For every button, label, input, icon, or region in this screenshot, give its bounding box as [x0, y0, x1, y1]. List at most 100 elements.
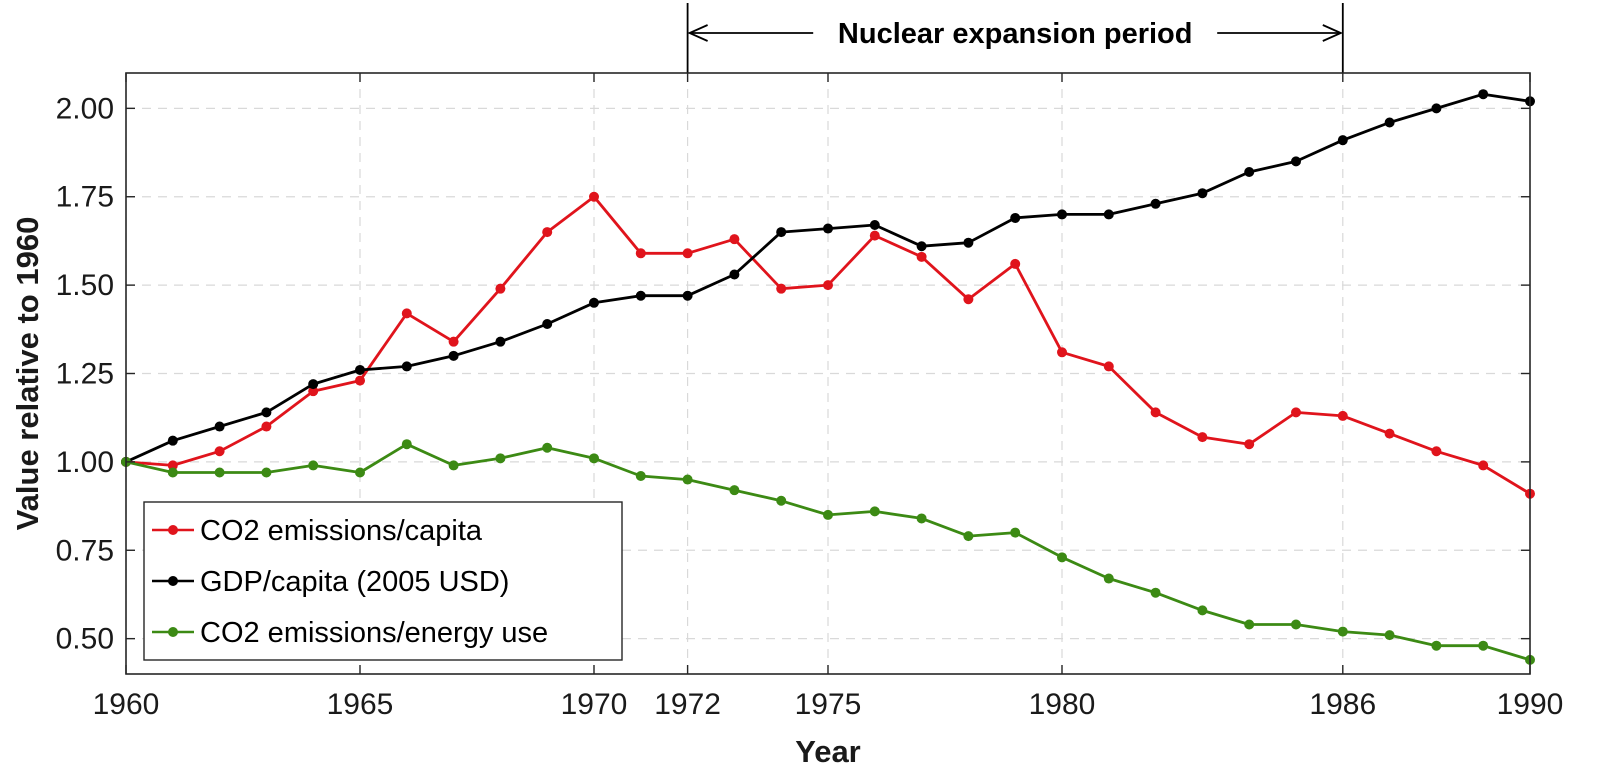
data-point-co2-emissions-capita-1971 — [635, 248, 646, 259]
legend-swatch-marker — [168, 627, 178, 637]
legend-box — [143, 501, 623, 661]
series-layer — [121, 89, 1535, 665]
annotation-nuclear-period: Nuclear expansion period — [686, 3, 1344, 73]
grid — [125, 73, 1531, 674]
x-tick-label-1972: 1972 — [654, 688, 721, 721]
data-point-co2-emissions-energy-use-1966 — [401, 439, 412, 450]
data-point-co2-emissions-capita-1984 — [1244, 439, 1255, 450]
data-point-co2-emissions-capita-1974 — [776, 283, 787, 294]
data-point-co2-emissions-energy-use-1976 — [869, 506, 880, 517]
data-point-co2-emissions-energy-use-1970 — [589, 453, 599, 464]
data-point-gdp-capita-2005-usd-1972 — [682, 290, 693, 301]
data-point-co2-emissions-energy-use-1969 — [542, 442, 553, 453]
legend-label-co2-energy: CO2 emissions/energy use — [200, 617, 548, 649]
y-tick-label-1-50: 1.50 — [56, 269, 114, 302]
data-point-gdp-capita-2005-usd-1961 — [167, 435, 178, 446]
data-point-gdp-capita-2005-usd-1978 — [963, 237, 974, 248]
data-point-co2-emissions-capita-1973 — [729, 234, 740, 245]
y-tick-label-1-00: 1.00 — [56, 446, 114, 479]
data-point-co2-emissions-energy-use-1962 — [214, 467, 225, 478]
data-point-gdp-capita-2005-usd-1964 — [308, 379, 319, 390]
legend-swatch-marker — [168, 525, 178, 535]
data-point-gdp-capita-2005-usd-1962 — [214, 421, 225, 432]
data-point-gdp-capita-2005-usd-1966 — [401, 361, 412, 372]
data-point-co2-emissions-capita-1966 — [401, 308, 412, 319]
data-point-gdp-capita-2005-usd-1987 — [1384, 117, 1395, 128]
data-point-co2-emissions-energy-use-1989 — [1478, 640, 1489, 651]
data-point-gdp-capita-2005-usd-1981 — [1103, 209, 1114, 220]
y-axis-title: Value relative to 1960 — [10, 217, 45, 531]
data-point-co2-emissions-capita-1977 — [916, 251, 927, 262]
data-point-co2-emissions-capita-1980 — [1057, 347, 1067, 358]
data-point-co2-emissions-energy-use-1983 — [1197, 605, 1208, 616]
data-point-co2-emissions-capita-1988 — [1431, 446, 1442, 457]
data-point-co2-emissions-energy-use-1980 — [1057, 552, 1067, 563]
data-point-co2-emissions-energy-use-1973 — [729, 485, 740, 496]
legend-label-gdp-capita: GDP/capita (2005 USD) — [200, 566, 509, 598]
data-point-co2-emissions-capita-1979 — [1010, 258, 1021, 269]
data-point-co2-emissions-energy-use-1964 — [308, 460, 319, 471]
data-point-gdp-capita-2005-usd-1973 — [729, 269, 740, 280]
x-tick-label-1980: 1980 — [1029, 688, 1096, 721]
data-point-co2-emissions-energy-use-1979 — [1010, 527, 1021, 538]
x-tick-label-1986: 1986 — [1309, 688, 1376, 721]
annotation-label: Nuclear expansion period — [838, 18, 1193, 50]
data-point-co2-emissions-energy-use-1963 — [261, 467, 272, 478]
data-point-co2-emissions-capita-1975 — [823, 280, 833, 291]
data-point-co2-emissions-capita-1961 — [167, 460, 178, 471]
x-tick-label-1990: 1990 — [1497, 688, 1564, 721]
annotation-arrowhead-left — [687, 24, 708, 42]
legend-item-co2-energy: CO2 emissions/energy use — [152, 617, 548, 649]
data-point-co2-emissions-capita-1989 — [1478, 460, 1489, 471]
data-point-co2-emissions-capita-1972 — [682, 248, 693, 259]
x-axis-title: Year — [795, 734, 861, 769]
data-point-gdp-capita-2005-usd-1963 — [261, 407, 272, 418]
x-tick-label-1975: 1975 — [795, 688, 862, 721]
data-point-gdp-capita-2005-usd-1974 — [776, 227, 787, 238]
data-point-gdp-capita-2005-usd-1975 — [823, 223, 833, 234]
y-tick-label-0-50: 0.50 — [56, 623, 114, 656]
data-point-gdp-capita-2005-usd-1967 — [448, 350, 459, 361]
data-point-co2-emissions-energy-use-1967 — [448, 460, 459, 471]
data-point-co2-emissions-capita-1970 — [589, 191, 599, 202]
data-point-gdp-capita-2005-usd-1969 — [542, 319, 553, 330]
data-point-co2-emissions-energy-use-1978 — [963, 531, 974, 542]
data-point-co2-emissions-capita-1969 — [542, 227, 553, 238]
data-point-gdp-capita-2005-usd-1988 — [1431, 103, 1442, 114]
data-point-co2-emissions-capita-1963 — [261, 421, 272, 432]
x-tick-label-1965: 1965 — [327, 688, 394, 721]
y-tick-label-1-75: 1.75 — [56, 181, 114, 214]
data-point-gdp-capita-2005-usd-1976 — [869, 220, 880, 231]
data-point-gdp-capita-2005-usd-1970 — [589, 297, 599, 308]
data-point-co2-emissions-capita-1981 — [1103, 361, 1114, 372]
y-tick-label-0-75: 0.75 — [56, 534, 114, 567]
data-point-co2-emissions-energy-use-1972 — [682, 474, 693, 485]
data-point-co2-emissions-energy-use-1975 — [823, 509, 833, 520]
data-point-gdp-capita-2005-usd-1989 — [1478, 89, 1489, 100]
data-point-co2-emissions-energy-use-1987 — [1384, 630, 1395, 641]
data-point-co2-emissions-energy-use-1984 — [1244, 619, 1255, 630]
legend: CO2 emissions/capita GDP/capita (2005 US… — [143, 501, 623, 661]
legend-swatch-marker — [168, 576, 178, 586]
data-point-gdp-capita-2005-usd-1983 — [1197, 188, 1208, 199]
data-point-co2-emissions-capita-1982 — [1150, 407, 1161, 418]
series-co2-emissions-energy-use — [121, 439, 1535, 665]
data-point-co2-emissions-energy-use-1977 — [916, 513, 927, 524]
data-point-co2-emissions-capita-1965 — [355, 375, 365, 386]
data-point-co2-emissions-capita-1967 — [448, 336, 459, 347]
data-point-gdp-capita-2005-usd-1985 — [1291, 156, 1301, 167]
data-point-gdp-capita-2005-usd-1968 — [495, 336, 506, 347]
data-point-gdp-capita-2005-usd-1986 — [1337, 135, 1348, 146]
data-point-gdp-capita-2005-usd-1984 — [1244, 166, 1255, 177]
data-point-co2-emissions-energy-use-1974 — [776, 495, 787, 506]
legend-label-co2-capita: CO2 emissions/capita — [200, 515, 483, 547]
data-point-gdp-capita-2005-usd-1979 — [1010, 212, 1021, 223]
data-point-co2-emissions-energy-use-1961 — [167, 467, 178, 478]
y-tick-label-1-25: 1.25 — [56, 358, 114, 391]
data-point-co2-emissions-capita-1987 — [1384, 428, 1395, 439]
axis-ticks: 1960 1965 1970 1972 1975 1980 1986 1990 0.50 0.75… — [56, 73, 1564, 721]
x-tick-label-1960: 1960 — [93, 688, 160, 721]
annotation-arrowhead-right — [1322, 24, 1344, 42]
data-point-co2-emissions-energy-use-1968 — [495, 453, 506, 464]
data-point-co2-emissions-energy-use-1988 — [1431, 640, 1442, 651]
